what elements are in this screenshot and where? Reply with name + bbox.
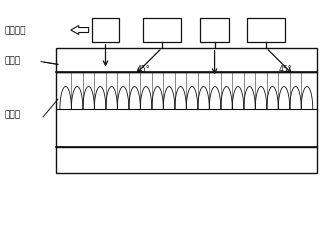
- Text: F·N: F·N: [207, 26, 222, 36]
- Bar: [200, 19, 229, 43]
- Bar: [56, 72, 317, 147]
- Text: F·AB: F·AB: [151, 26, 173, 36]
- Text: ウエブ: ウエブ: [4, 56, 20, 65]
- Text: 45°: 45°: [278, 65, 292, 74]
- Text: 進行方向: 進行方向: [4, 26, 26, 35]
- Bar: [92, 19, 119, 43]
- Text: 溶接部: 溶接部: [4, 110, 20, 119]
- Text: F·AF: F·AF: [256, 26, 277, 36]
- Bar: [56, 49, 317, 72]
- Bar: [247, 19, 285, 43]
- Text: P: P: [103, 26, 109, 36]
- Bar: [56, 147, 317, 173]
- FancyArrow shape: [71, 27, 89, 35]
- Text: 45°: 45°: [136, 65, 150, 74]
- Bar: [143, 19, 181, 43]
